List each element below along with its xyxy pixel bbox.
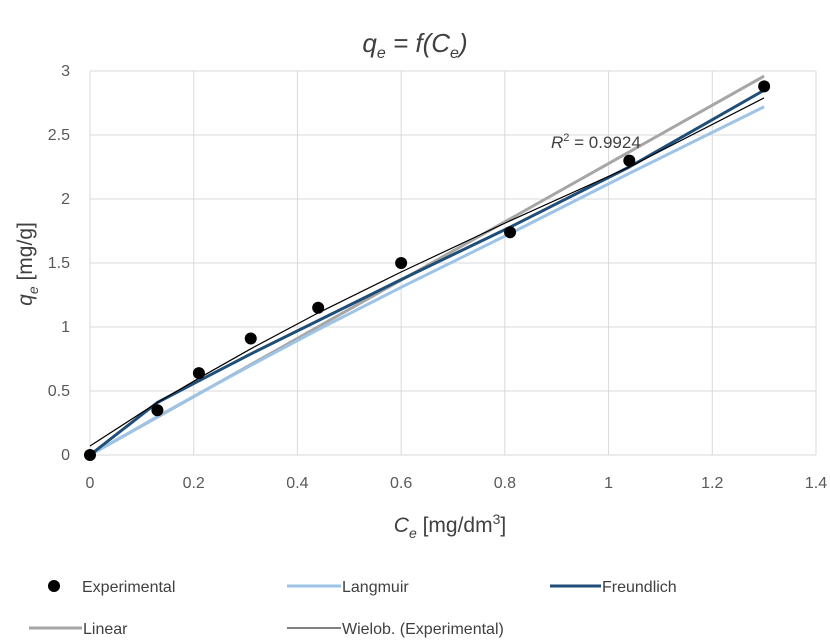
y-tick-label: 1.5 — [48, 255, 70, 272]
series-line-freundlich — [89, 88, 765, 457]
x-tick-labels: 0 0.2 0.4 0.6 0.8 1 1.2 1.4 — [86, 475, 828, 492]
y-tick-label: 3 — [61, 63, 70, 80]
series-line-wielob-experimental — [89, 97, 765, 447]
data-point-experimental — [192, 367, 205, 380]
legend-label-freundlich: Freundlich — [602, 579, 677, 596]
x-tick-label: 1 — [604, 475, 613, 492]
r-squared-annotation: R2 = 0.9924 — [551, 132, 641, 152]
gridlines — [89, 70, 817, 456]
legend-label-linear: Linear — [83, 621, 128, 638]
x-tick-label: 1.4 — [805, 475, 827, 492]
legend-item-experimental: Experimental — [48, 579, 175, 596]
x-tick-label: 0.4 — [286, 475, 308, 492]
legend-label-wielob: Wielob. (Experimental) — [342, 621, 504, 638]
legend-item-wielob: Wielob. (Experimental) — [287, 621, 504, 638]
x-tick-label: 0.6 — [390, 475, 412, 492]
legend-item-freundlich: Freundlich — [550, 579, 677, 596]
data-point-experimental — [312, 301, 325, 314]
series-line-langmuir — [89, 105, 765, 457]
legend-item-langmuir: Langmuir — [287, 579, 409, 596]
legend-label-experimental: Experimental — [82, 579, 175, 596]
legend: Experimental Langmuir Freundlich Linear … — [29, 579, 677, 638]
y-axis-label: qe [mg/g] — [14, 222, 41, 306]
series-layer — [84, 74, 771, 461]
x-tick-label: 0.8 — [494, 475, 516, 492]
legend-item-linear: Linear — [29, 621, 128, 638]
data-point-experimental — [623, 154, 636, 167]
data-point-experimental — [758, 80, 771, 93]
data-point-experimental — [84, 449, 96, 461]
x-axis-label: Ce [mg/dm3] — [394, 511, 506, 541]
data-point-experimental — [244, 332, 257, 345]
legend-marker-experimental — [48, 580, 60, 592]
y-tick-labels: 0 0.5 1 1.5 2 2.5 3 — [48, 63, 70, 464]
x-tick-label: 0 — [86, 475, 95, 492]
x-tick-label: 0.2 — [183, 475, 205, 492]
y-tick-label: 1 — [61, 319, 70, 336]
chart-title: qe = f(Ce) — [362, 28, 467, 62]
data-point-experimental — [504, 226, 517, 239]
y-tick-label: 2 — [61, 191, 70, 208]
x-tick-label: 1.2 — [701, 475, 723, 492]
y-tick-label: 0.5 — [48, 383, 70, 400]
legend-label-langmuir: Langmuir — [342, 579, 409, 596]
y-tick-label: 2.5 — [48, 127, 70, 144]
data-point-experimental — [151, 404, 164, 417]
data-point-experimental — [395, 257, 408, 269]
y-tick-label: 0 — [61, 447, 70, 464]
